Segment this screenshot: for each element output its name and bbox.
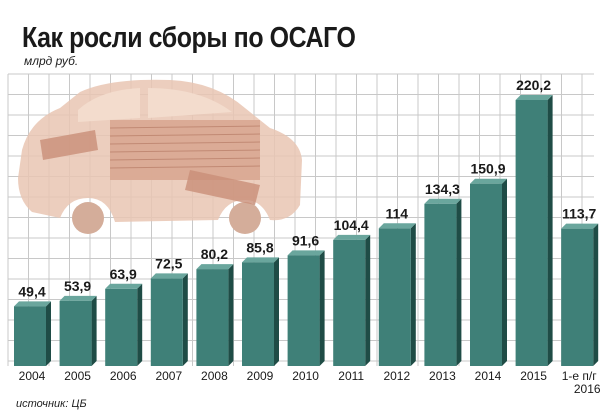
- banknote: [40, 130, 98, 160]
- category-labels: 2004 2005 2006 2007 2008 2009 2010 2011 2012 2013…: [19, 369, 601, 396]
- bar-side: [502, 178, 507, 366]
- bar-side: [46, 301, 51, 366]
- car-window: [78, 88, 140, 122]
- bar-top: [287, 250, 325, 256]
- bar-side: [319, 250, 325, 366]
- bar-top: [561, 223, 599, 229]
- banknote: [185, 170, 260, 205]
- bar-2005: [59, 295, 97, 366]
- bar-side: [593, 223, 599, 366]
- bar-side: [365, 234, 371, 366]
- bar: [333, 239, 366, 366]
- bar-top: [105, 283, 143, 289]
- bar-side: [274, 257, 279, 366]
- value-label: 220,2: [516, 77, 551, 93]
- bar: [378, 228, 411, 366]
- bar-side: [410, 223, 416, 366]
- bar-2015: [515, 95, 553, 366]
- value-label: 134,3: [425, 181, 460, 197]
- bar-2008: [196, 264, 234, 366]
- bar-2014: [470, 178, 507, 366]
- value-label: 104,4: [334, 217, 369, 233]
- category-label: 2013: [429, 369, 456, 383]
- value-label: 63,9: [110, 266, 137, 282]
- category-label: 2008: [201, 369, 228, 383]
- chart-subtitle: млрд руб.: [24, 54, 79, 68]
- bar-top: [59, 295, 97, 301]
- chart-title: Как росли сборы по ОСАГО: [22, 22, 356, 54]
- bar-top: [14, 301, 51, 307]
- value-label: 72,5: [155, 255, 182, 271]
- bar: [196, 269, 229, 366]
- category-label: 2014: [475, 369, 502, 383]
- value-label: 150,9: [470, 161, 505, 177]
- category-label: 2009: [247, 369, 274, 383]
- value-labels: 49,4 53,9 63,9 72,5 80,2 85,8 91,6 104,4 114 134,…: [18, 77, 596, 299]
- category-label: 2005: [64, 369, 91, 383]
- car-wheel-front: [72, 202, 104, 234]
- bar-2006: [105, 283, 143, 366]
- value-label: 53,9: [64, 278, 91, 294]
- bar-side: [228, 264, 234, 366]
- bar-top: [515, 95, 553, 100]
- category-label: 1-е п/г 2016: [562, 369, 601, 396]
- bar-2004: [14, 301, 51, 366]
- bar: [424, 203, 457, 366]
- value-label: 85,8: [246, 239, 273, 255]
- category-label: 2010: [292, 369, 319, 383]
- bar: [14, 306, 46, 366]
- category-label: 2007: [155, 369, 182, 383]
- bar: [242, 262, 274, 366]
- bar-top: [470, 178, 507, 184]
- bar: [287, 255, 320, 366]
- car-illustration: [18, 79, 302, 234]
- bar-side: [137, 283, 143, 366]
- bar-top: [378, 223, 416, 229]
- bar-top: [424, 198, 462, 204]
- source-note: источник: ЦБ: [16, 398, 87, 410]
- bar-2009: [242, 257, 279, 366]
- category-label: 2012: [383, 369, 410, 383]
- value-label: 49,4: [18, 283, 45, 299]
- bar-2012: [378, 223, 416, 366]
- bar-top: [196, 264, 234, 270]
- bar-side: [456, 198, 462, 366]
- value-label: 113,7: [562, 206, 596, 222]
- bar-2007: [150, 273, 188, 366]
- bar: [105, 288, 138, 366]
- bar-side: [182, 273, 188, 366]
- category-label: 2004: [19, 369, 46, 383]
- bar: [515, 100, 548, 366]
- value-label: 114: [386, 205, 409, 221]
- bar: [470, 183, 502, 366]
- bar-2010: [287, 250, 325, 366]
- bar-2011: [333, 234, 371, 366]
- value-label: 80,2: [201, 246, 228, 262]
- bar-side: [547, 95, 553, 366]
- bar-2013: [424, 198, 462, 366]
- bar-top: [150, 273, 188, 279]
- bar-top: [333, 234, 371, 240]
- bar-side: [91, 295, 97, 366]
- value-label: 91,6: [292, 232, 319, 248]
- bar: [150, 278, 183, 366]
- car-wheel-rear: [229, 202, 261, 234]
- bars: [14, 95, 599, 366]
- category-label: 2015: [520, 369, 547, 383]
- car-window-rear: [148, 88, 232, 118]
- bar-top: [242, 257, 279, 263]
- bar: [59, 300, 92, 366]
- bar: [561, 228, 594, 366]
- bar-1-е-п/г-2016: [561, 223, 599, 366]
- category-label: 2011: [338, 369, 364, 383]
- category-label: 2006: [110, 369, 137, 383]
